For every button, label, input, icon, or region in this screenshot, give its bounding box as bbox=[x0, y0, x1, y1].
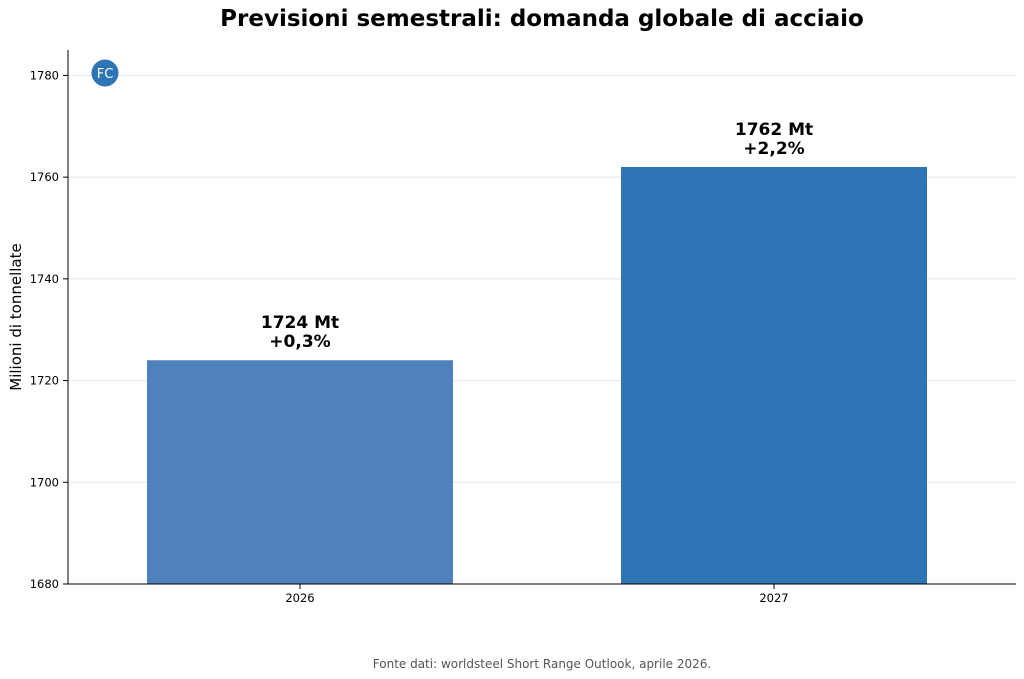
y-axis-label: Milioni di tonnellate bbox=[7, 243, 25, 390]
y-ticks: 1680 1700 1720 1740 1760 1780 bbox=[30, 68, 68, 591]
x-tick-label: 2027 bbox=[759, 591, 788, 605]
y-tick-label: 1780 bbox=[30, 68, 59, 82]
bars bbox=[147, 166, 927, 584]
chart-title: Previsioni semestrali: domanda globale d… bbox=[220, 6, 864, 32]
bar-value-label: 1724 Mt bbox=[261, 313, 339, 333]
bar-change-label: +2,2% bbox=[743, 139, 804, 159]
x-tick-label: 2026 bbox=[285, 591, 314, 605]
badge-text: FC bbox=[97, 67, 114, 82]
y-tick-label: 1760 bbox=[30, 170, 59, 184]
source-note: Fonte dati: worldsteel Short Range Outlo… bbox=[373, 657, 711, 671]
y-tick-label: 1680 bbox=[30, 577, 59, 591]
y-tick-label: 1720 bbox=[30, 374, 59, 388]
bar-2026 bbox=[147, 360, 453, 584]
y-tick-label: 1740 bbox=[30, 272, 59, 286]
bar-change-label: +0,3% bbox=[269, 332, 330, 352]
x-ticks: 2026 2027 bbox=[285, 584, 789, 605]
bar-2027 bbox=[621, 166, 927, 584]
fc-badge: FC bbox=[91, 59, 119, 87]
bar-labels: 1724 Mt+0,3% 1762 Mt+2,2% bbox=[261, 120, 813, 352]
bar-value-label: 1762 Mt bbox=[735, 120, 813, 140]
badge-circle bbox=[91, 59, 119, 87]
y-tick-label: 1700 bbox=[30, 475, 59, 489]
